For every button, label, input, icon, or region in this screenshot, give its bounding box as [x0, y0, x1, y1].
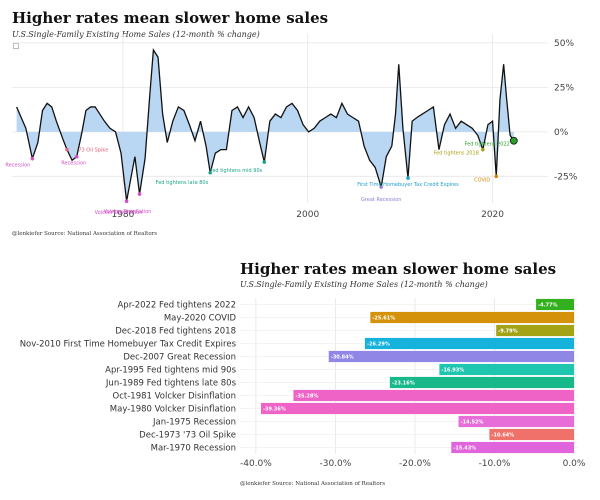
chart-source: @lenkiefer Source: National Association … [12, 231, 158, 237]
annotation-label: Fed tightens 2018 [434, 151, 479, 157]
annotation-label: Great Recession [361, 197, 402, 203]
bar-value-label: -30.84% [331, 354, 354, 360]
y-tick-label: 50% [554, 39, 574, 49]
bar [458, 415, 575, 428]
bar [439, 363, 575, 376]
legend-key [13, 43, 19, 49]
category-label: Jun-1989 Fed tightens late 80s [105, 379, 237, 389]
annotation-label: Recession [5, 163, 30, 169]
bar-value-label: -26.29% [367, 341, 390, 347]
annotation-point [406, 176, 410, 180]
chart-title: Higher rates mean slower home sales [12, 9, 329, 27]
bar-chart-panel: Higher rates mean slower home sales U.S.… [0, 252, 600, 500]
bar [364, 337, 575, 350]
annotation-point [30, 156, 35, 161]
bar [370, 311, 575, 324]
x-tick-label: 0.0% [563, 459, 586, 469]
bar-value-label: -4.77% [538, 302, 557, 308]
bar [328, 350, 575, 363]
category-label: Dec-1973 '73 Oil Spike [139, 431, 236, 441]
annotation-label: Fed tightens late 80s [156, 180, 209, 186]
y-tick-label: -25% [554, 172, 578, 182]
bar [451, 441, 575, 454]
bar-value-label: -39.36% [263, 406, 286, 412]
annotation-point [494, 174, 499, 179]
x-tick-label: -20.0% [399, 459, 431, 469]
bar-chart-svg: -40.0% -30.0% -20.0% -10.0% 0.0% -4.77% Apr-20… [20, 298, 586, 469]
y-tick-label: 0% [554, 128, 569, 138]
chart-subtitle: U.S.Single-Family Existing Home Sales (1… [12, 30, 260, 39]
category-label: Jan-1975 Recession [152, 418, 236, 428]
annotation-label: Volcker Disinflation [104, 209, 152, 215]
category-label: May-1980 Volcker Disinflation [110, 405, 236, 415]
line-chart-svg: 50% 25% 0% -25% 1980 2000 2020 Recession '73 Oil… [5, 34, 578, 220]
bar-chart-source: @lenkiefer Source: National Association … [240, 481, 386, 487]
category-label: Apr-2022 Fed tightens 2022 [117, 301, 236, 311]
x-tick-label: 2020 [481, 210, 504, 220]
category-label: May-2020 COVID [164, 314, 237, 324]
category-label: Mar-1970 Recession [151, 444, 236, 454]
bar-value-label: -23.16% [392, 380, 415, 386]
annotation-point [65, 147, 69, 152]
annotation-point [74, 154, 79, 159]
bar-chart-title: Higher rates mean slower home sales [240, 260, 557, 278]
annotation-point [512, 138, 516, 143]
x-tick-label: -30.0% [320, 459, 352, 469]
category-label: Apr-1995 Fed tightens mid 90s [105, 366, 236, 376]
bar [293, 389, 575, 402]
annotation-point [379, 185, 383, 189]
annotation-label: Recession [61, 161, 86, 167]
category-label: Dec-2018 Fed tightens 2018 [115, 327, 236, 337]
series-area [16, 50, 514, 202]
annotation-label: Fed tightens 2022 [465, 142, 510, 148]
bar [496, 324, 575, 337]
x-tick-label: 2000 [296, 210, 319, 220]
bar [489, 428, 575, 441]
bar [389, 376, 575, 389]
category-label: Dec-2007 Great Recession [123, 353, 236, 363]
annotation-label: '73 Oil Spike [77, 148, 108, 154]
y-tick-label: 25% [554, 83, 574, 93]
bar-chart-subtitle: U.S.Single-Family Existing Home Sales (1… [240, 280, 488, 289]
x-tick-label: 1980 [111, 210, 134, 220]
annotation-label: COVID [474, 177, 490, 183]
annotation-point [262, 160, 267, 164]
bar-value-label: -15.43% [453, 445, 476, 451]
bar-value-label: -10.64% [491, 432, 514, 438]
bar-value-label: -14.52% [461, 419, 484, 425]
annotation-point [137, 192, 142, 196]
category-label: Oct-1981 Volcker Disinflation [113, 392, 236, 402]
annotation-label: First Time Homebuyer Tax Credit Expires [357, 182, 459, 188]
bar-value-label: -35.28% [295, 393, 318, 399]
x-tick-label: -40.0% [240, 459, 272, 469]
annotation-point [208, 170, 213, 175]
line-chart-panel: Higher rates mean slower home sales U.S.… [0, 0, 600, 248]
annotation-point [481, 147, 485, 152]
category-label: Nov-2010 First Time Homebuyer Tax Credit… [20, 340, 237, 350]
bar-value-label: -9.79% [498, 328, 517, 334]
bar-value-label: -25.61% [372, 315, 395, 321]
annotation-point [124, 199, 129, 204]
bar-value-label: -16.93% [441, 367, 464, 373]
bar [260, 402, 575, 415]
x-tick-label: -10.0% [479, 459, 511, 469]
annotation-label: Volcker Disinflation [95, 210, 143, 216]
annotation-label: Fed tightens mid 90s [210, 168, 263, 174]
bar [536, 298, 575, 311]
